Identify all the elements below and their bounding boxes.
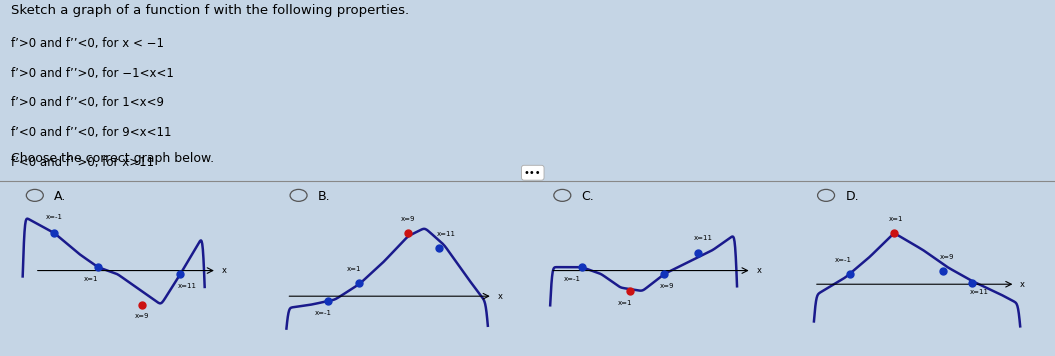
Text: f’>0 and f’’<0, for 1<x<9: f’>0 and f’’<0, for 1<x<9 [11, 96, 164, 109]
Text: x=9: x=9 [940, 253, 955, 260]
Text: x=1: x=1 [889, 216, 904, 222]
Text: f’>0 and f’’>0, for −1<x<1: f’>0 and f’’>0, for −1<x<1 [11, 67, 173, 80]
Text: •••: ••• [524, 168, 541, 178]
Text: D.: D. [845, 190, 859, 203]
Text: x=1: x=1 [347, 266, 362, 272]
Text: f’<0 and f’’>0, for x>11: f’<0 and f’’>0, for x>11 [11, 156, 154, 168]
Text: x: x [1020, 280, 1025, 289]
Text: x=11: x=11 [970, 289, 989, 295]
Text: x=-1: x=-1 [563, 276, 580, 282]
Text: f’>0 and f’’<0, for x < −1: f’>0 and f’’<0, for x < −1 [11, 37, 164, 50]
Text: B.: B. [318, 190, 330, 203]
Text: x: x [756, 266, 762, 275]
Text: Sketch a graph of a function f with the following properties.: Sketch a graph of a function f with the … [11, 4, 408, 17]
Text: x=9: x=9 [401, 216, 415, 222]
Text: x=11: x=11 [693, 235, 712, 241]
Text: x=9: x=9 [134, 313, 149, 319]
Text: x=1: x=1 [83, 276, 98, 282]
Text: A.: A. [54, 190, 66, 203]
Text: Choose the correct graph below.: Choose the correct graph below. [11, 152, 214, 165]
Text: x: x [498, 292, 502, 301]
Text: x=9: x=9 [659, 283, 674, 289]
Text: x=11: x=11 [178, 283, 197, 289]
Text: x=11: x=11 [437, 231, 456, 237]
Text: x=-1: x=-1 [835, 257, 851, 263]
Text: x=1: x=1 [618, 300, 633, 306]
Text: x: x [222, 266, 227, 275]
Text: x=-1: x=-1 [45, 214, 62, 220]
Text: x=-1: x=-1 [314, 310, 331, 316]
Text: f’<0 and f’’<0, for 9<x<11: f’<0 and f’’<0, for 9<x<11 [11, 126, 171, 139]
Text: C.: C. [581, 190, 594, 203]
